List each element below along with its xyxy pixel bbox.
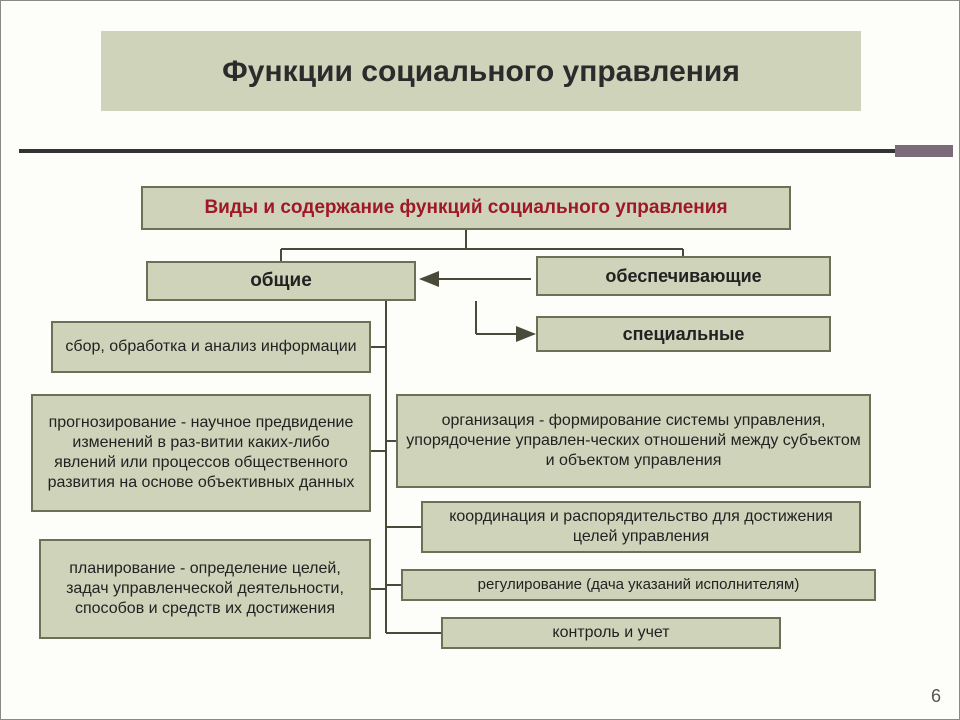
box-planning: планирование - определение целей, задач … xyxy=(39,539,371,639)
box-supporting: обеспечивающие xyxy=(536,256,831,296)
slide: Функции социального управления Виды и со… xyxy=(0,0,960,720)
horizontal-rule xyxy=(19,149,895,153)
slide-title: Функции социального управления xyxy=(151,55,811,89)
box-forecast: прогнозирование - научное предвидение из… xyxy=(31,394,371,512)
box-reg: регулирование (дача указаний исполнителя… xyxy=(401,569,876,601)
page-number: 6 xyxy=(931,686,941,707)
box-general: общие xyxy=(146,261,416,301)
box-root: Виды и содержание функций социального уп… xyxy=(141,186,791,230)
box-control: контроль и учет xyxy=(441,617,781,649)
box-coord: координация и распорядительство для дост… xyxy=(421,501,861,553)
accent-block xyxy=(895,145,953,157)
box-collect: сбор, обработка и анализ информации xyxy=(51,321,371,373)
box-special: специальные xyxy=(536,316,831,352)
box-org: организация - формирование системы управ… xyxy=(396,394,871,488)
